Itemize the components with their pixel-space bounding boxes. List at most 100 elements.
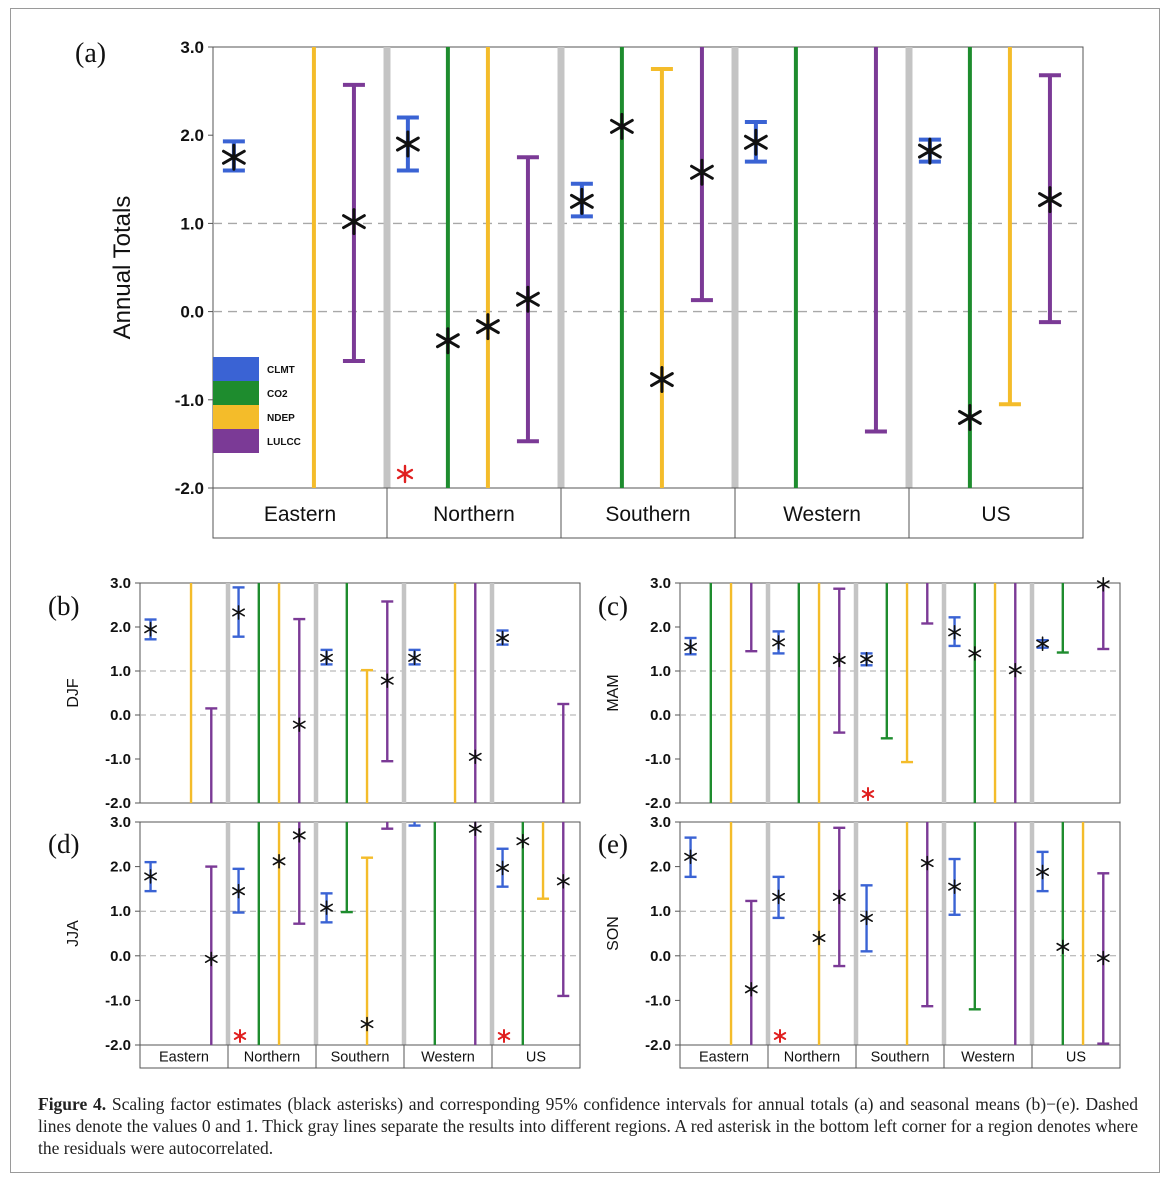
category-label: Western [783,503,861,526]
estimate-clmt [684,849,697,865]
y-tick-label: -2.0 [105,1037,131,1054]
legend-swatch-lulcc [213,429,259,453]
y-tick-label: 1.0 [650,903,671,920]
autocorrelation-marker [861,787,875,801]
estimate-clmt [860,910,873,926]
category-label: Eastern [264,503,336,526]
y-tick-label: 2.0 [650,859,671,876]
estimate-lulcc [468,749,482,765]
y-axis-title-a: Annual Totals [109,196,136,340]
category-label: Eastern [159,1050,209,1066]
legend-label-clmt: CLMT [267,365,295,376]
panel-label-b: (b) [48,591,79,621]
estimate-ndep [476,313,500,341]
panel-d: -2.0 -1.0 0.0 1.0 2.0 3.0 JJA (d) Eastern Norther… [48,814,581,1069]
estimate-clmt [496,630,509,646]
y-tick-label: 3.0 [180,38,204,57]
y-tick-label: -1.0 [645,751,671,768]
y-tick-label: 0.0 [110,948,131,965]
figure-frame [10,8,1160,1173]
autocorrelation-marker [233,1029,247,1043]
y-tick-label: 1.0 [180,214,204,233]
plot-area-d [139,821,581,1046]
plot-area-c [679,582,1121,804]
estimate-lulcc [292,828,306,843]
y-tick-label: 1.0 [110,903,131,920]
category-label: Northern [433,503,515,526]
legend-swatch-co2 [213,381,259,405]
panel-label-d: (d) [48,829,79,859]
panel-label-e: (e) [598,829,628,859]
legend-label-lulcc: LULCC [267,437,301,448]
panel-b: -2.0 -1.0 0.0 1.0 2.0 3.0 DJF (b) [48,575,581,812]
estimate-clmt [1036,636,1049,652]
estimate-co2 [436,327,460,355]
category-box [908,487,1084,539]
y-tick-label: -2.0 [175,479,204,498]
category-label: Northern [244,1050,300,1066]
estimate-clmt [684,639,697,655]
panel-c: -2.0 -1.0 0.0 1.0 2.0 3.0 MAM (c) [598,575,1121,812]
panel-a: -2.0 -1.0 0.0 1.0 2.0 3.0 Annual Totals (a) East… [75,38,1084,539]
estimate-lulcc [1096,950,1110,966]
estimate-clmt [860,651,873,667]
y-tick-label: 3.0 [650,575,671,592]
y-tick-label: 3.0 [110,814,131,831]
estimate-lulcc [1096,577,1110,592]
category-box [734,487,910,539]
estimate-clmt [320,650,333,666]
estimate-clmt [408,650,421,666]
category-label: Eastern [699,1050,749,1066]
estimate-lulcc [204,951,218,967]
autocorrelation-marker [396,464,414,484]
category-label: Southern [331,1050,390,1066]
estimate-lulcc [920,855,934,871]
figure-caption: Figure 4. Scaling factor estimates (blac… [38,1093,1138,1159]
y-tick-label: 2.0 [650,619,671,636]
category-label: Southern [605,503,690,526]
estimate-clmt [232,605,245,620]
caption-text: Scaling factor estimates (black asterisk… [38,1094,1138,1158]
estimate-clmt [743,128,768,156]
estimate-clmt [948,879,961,894]
estimate-lulcc [832,889,846,905]
estimate-co2 [1056,939,1070,955]
y-tick-label: -1.0 [175,391,204,410]
y-tick-label: 3.0 [110,575,131,592]
legend: CLMT CO2 NDEP LULCC [213,357,301,453]
estimate-clmt [917,137,942,165]
y-tick-label: 0.0 [650,707,671,724]
estimate-clmt [144,621,157,637]
estimate-lulcc [342,208,366,236]
plot-area-e [679,821,1121,1046]
y-tick-label: -2.0 [645,1037,671,1054]
estimate-lulcc [690,158,714,186]
estimate-ndep [812,930,826,946]
category-label: US [981,503,1010,526]
autocorrelation-marker [773,1029,787,1043]
category-label: Western [421,1050,475,1066]
category-box [386,487,562,539]
estimate-ndep [360,1016,374,1032]
estimate-lulcc [468,821,482,836]
estimate-lulcc [292,717,306,732]
estimate-lulcc [556,874,570,889]
estimate-clmt [948,624,961,640]
panel-label-c: (c) [598,591,628,621]
panel-e: -2.0 -1.0 0.0 1.0 2.0 3.0 SON (e) Eastern Norther… [598,814,1121,1069]
y-tick-label: -1.0 [105,751,131,768]
estimate-clmt [772,889,785,905]
y-tick-label: -1.0 [105,992,131,1009]
estimate-co2 [968,646,982,661]
category-box [491,1044,581,1069]
estimate-lulcc [516,285,540,313]
y-tick-label: 0.0 [180,303,204,322]
caption-label: Figure 4. [38,1094,107,1114]
y-tick-label: 0.0 [110,707,131,724]
y-tick-label: 2.0 [180,126,204,145]
category-label: Western [961,1050,1015,1066]
y-tick-label: 2.0 [110,619,131,636]
plot-area-b [139,582,581,804]
y-tick-label: -1.0 [645,992,671,1009]
y-axis-title-d: JJA [65,920,82,947]
